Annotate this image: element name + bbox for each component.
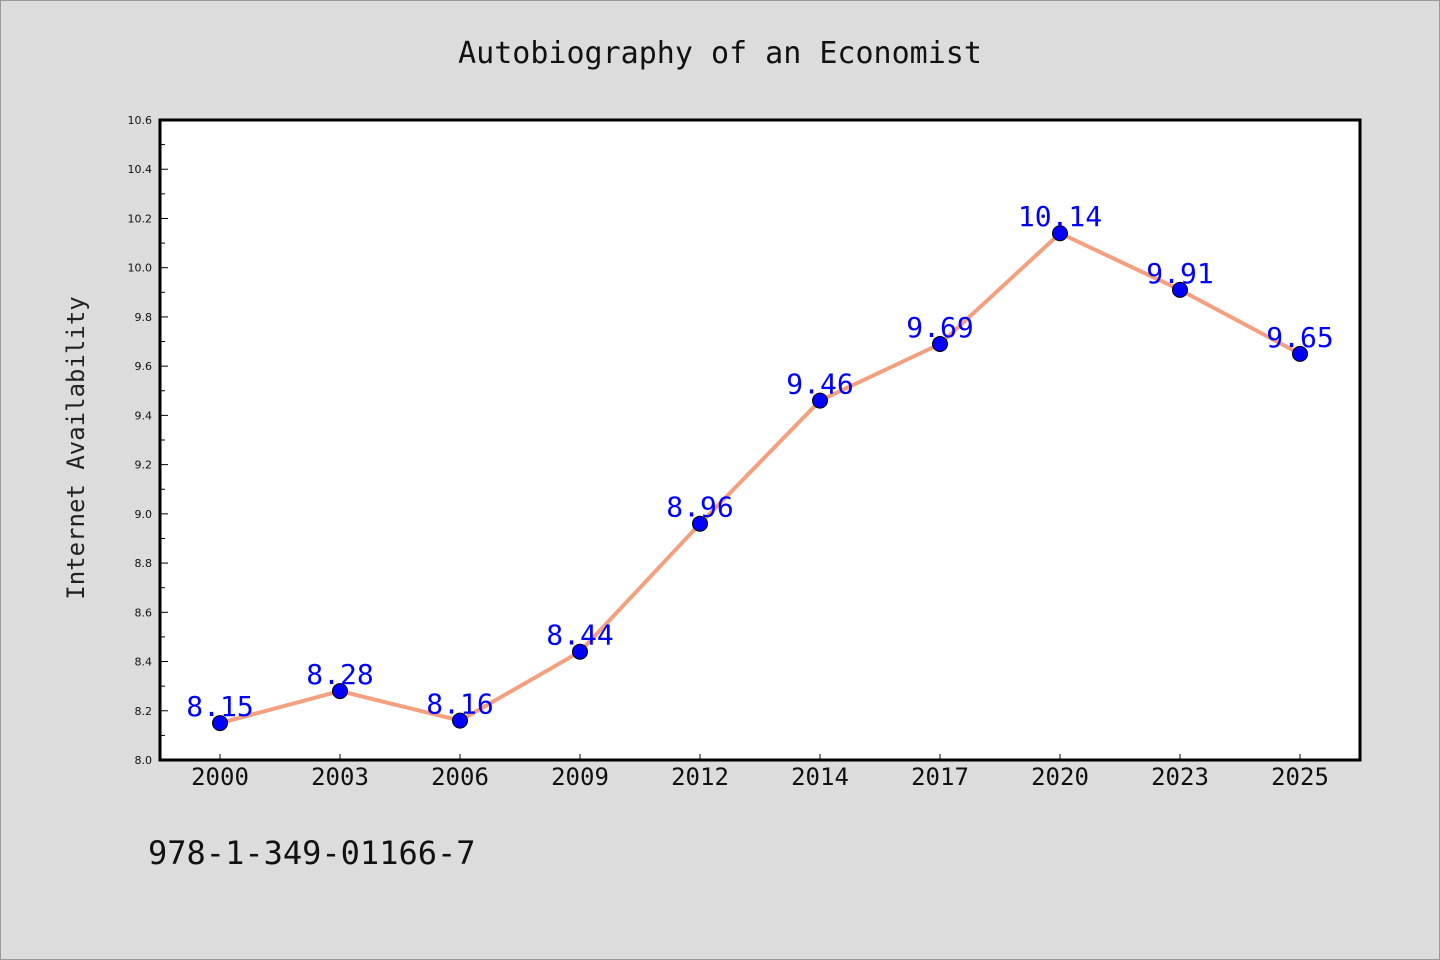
y-tick-label: 8.8	[135, 557, 153, 570]
x-tick-label: 2000	[191, 763, 249, 791]
data-label: 8.16	[426, 688, 493, 721]
data-label: 8.96	[666, 491, 733, 524]
data-label: 9.91	[1146, 257, 1213, 290]
data-point-marker	[692, 515, 708, 532]
y-tick-label: 8.6	[135, 606, 153, 619]
y-tick-label: 8.2	[135, 705, 153, 718]
data-point-marker	[1052, 225, 1068, 242]
data-point-marker	[212, 715, 228, 732]
y-tick-label: 10.2	[128, 212, 153, 225]
chart-title: Autobiography of an Economist	[458, 36, 982, 71]
y-axis-label: Internet Availability	[62, 296, 90, 599]
y-tick-label: 8.4	[135, 656, 153, 669]
data-point-marker	[812, 392, 828, 409]
x-tick-label: 2017	[911, 763, 969, 791]
data-label: 8.44	[546, 619, 613, 652]
series-line-group	[212, 225, 1308, 732]
y-tick-label: 8.0	[135, 754, 153, 767]
x-tick-label: 2006	[431, 763, 489, 791]
x-axis: 2000 2003 2006 2009 2012 2014 2017 2020 2023 2025	[191, 754, 1329, 791]
x-tick-label: 2014	[791, 763, 849, 791]
data-label-group: 8.15 8.28 8.16 8.44 8.96 9.46 9.69 10.14 9.91 9.6…	[186, 200, 1333, 723]
x-tick-label: 2025	[1271, 763, 1329, 791]
x-tick-label: 2009	[551, 763, 609, 791]
y-tick-label: 9.2	[135, 459, 153, 472]
y-tick-label: 10.4	[128, 163, 153, 176]
y-tick-label: 10.6	[128, 114, 153, 127]
y-tick-label: 9.4	[135, 409, 153, 422]
x-tick-label: 2003	[311, 763, 369, 791]
data-label: 8.15	[186, 690, 253, 723]
data-point-marker	[572, 643, 588, 660]
x-tick-label: 2023	[1151, 763, 1209, 791]
y-tick-label: 10.0	[128, 262, 153, 275]
plot-area	[160, 120, 1360, 760]
y-tick-label: 9.8	[135, 311, 153, 324]
data-point-marker	[332, 683, 348, 700]
isbn-text: 978-1-349-01166-7	[148, 834, 476, 872]
data-label: 9.46	[786, 368, 853, 401]
data-point-marker	[1172, 281, 1188, 298]
y-tick-label: 9.6	[135, 360, 153, 373]
data-point-marker	[452, 712, 468, 729]
data-label: 9.69	[906, 311, 973, 344]
plot-frame	[158, 118, 1362, 762]
series-line	[218, 231, 1302, 726]
data-point-marker	[1292, 345, 1308, 362]
data-label: 8.28	[306, 658, 373, 691]
data-label: 10.14	[1018, 200, 1102, 233]
x-tick-label: 2012	[671, 763, 729, 791]
y-axis: 8.0 8.2 8.4 8.6 8.8 9.0 9.2 9.4 9.6 9.8 10.0 10.2 10…	[128, 114, 168, 767]
data-point-marker	[932, 336, 948, 352]
data-label: 9.65	[1266, 321, 1333, 354]
y-tick-label: 9.0	[135, 508, 153, 521]
x-tick-label: 2020	[1031, 763, 1089, 791]
